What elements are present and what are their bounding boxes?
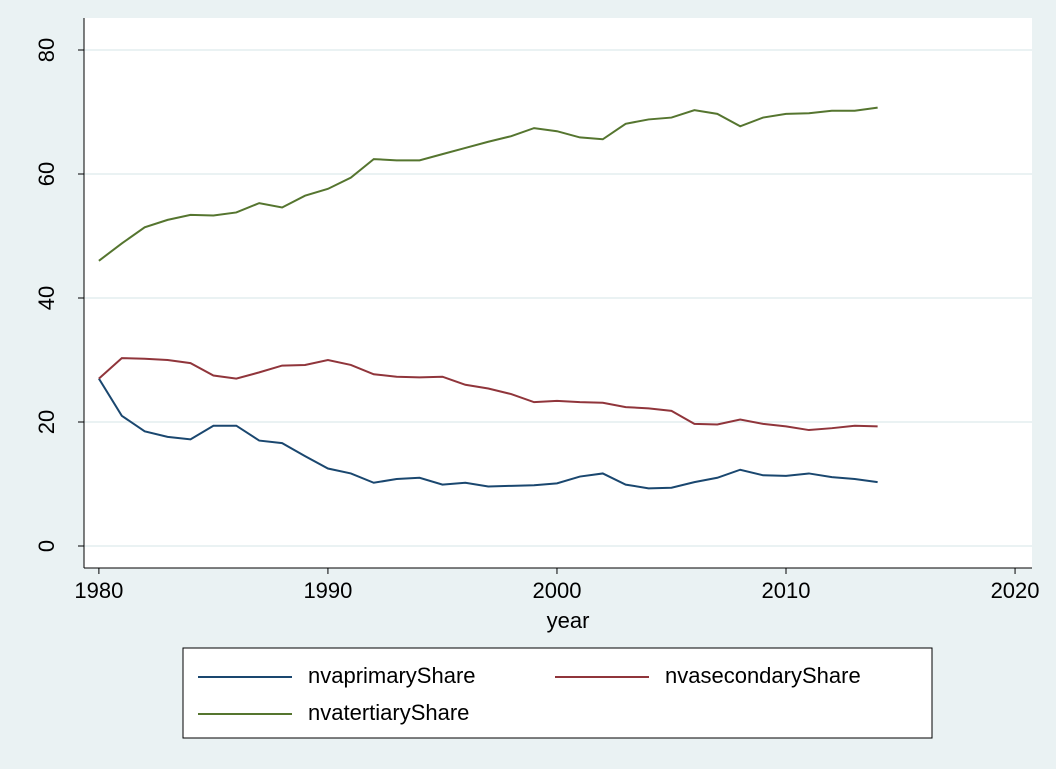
plot-area [84,18,1032,568]
x-tick-label: 2020 [991,578,1040,603]
y-tick-label: 60 [34,162,59,186]
x-axis-label: year [547,608,590,633]
series-line [98,357,878,432]
y-tick-label: 40 [34,286,59,310]
y-tick-label: 80 [34,38,59,62]
legend [182,647,933,739]
y-tick-label: 0 [34,540,59,552]
legend-label: nvasecondaryShare [665,663,861,688]
x-tick-label: 1980 [74,578,123,603]
x-tick-label: 2000 [532,578,581,603]
series-line [98,378,878,490]
legend-label: nvaprimaryShare [308,663,476,688]
y-tick-label: 20 [34,410,59,434]
series-line [98,106,878,262]
legend-label: nvatertiaryShare [308,700,469,725]
x-tick-label: 2010 [762,578,811,603]
x-tick-label: 1990 [303,578,352,603]
